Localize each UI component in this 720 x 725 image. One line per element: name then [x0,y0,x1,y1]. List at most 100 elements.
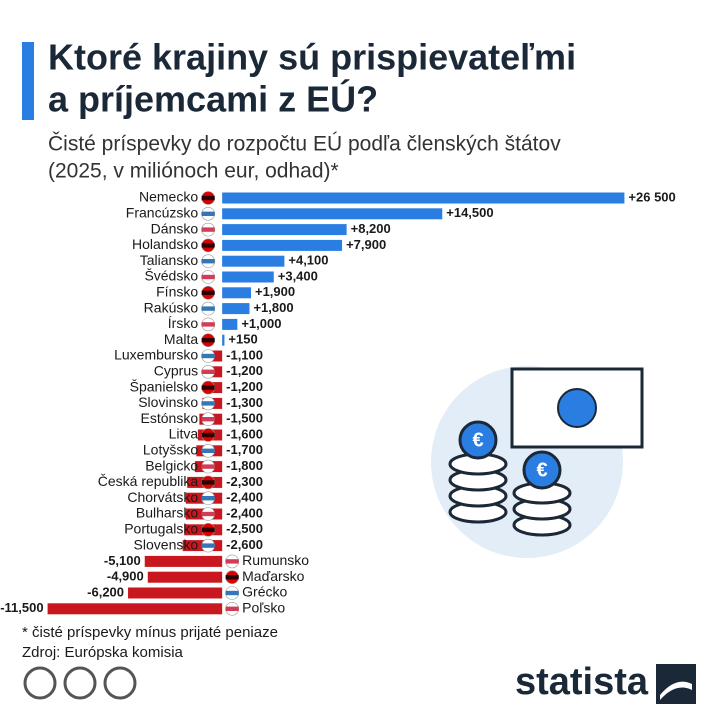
value-label: +150 [228,332,257,347]
bar [144,555,223,567]
flag-stripe [201,195,215,201]
value-label: -1,600 [226,426,263,441]
category-label: Luxembursko [114,347,198,363]
flag-stripe [201,464,215,469]
category-label: Lotyšsko [143,442,198,458]
category-label: Grécko [242,584,287,600]
value-label: +7,900 [346,237,386,252]
category-label: Fínsko [156,284,198,300]
flag-stripe [225,559,239,564]
footnote: * čisté príspevky mínus prijaté peniaze [22,624,278,641]
category-label: Dánsko [151,220,199,236]
flag-stripe [201,496,215,501]
category-label: Malta [164,331,198,347]
flag-stripe [201,211,215,216]
bars: Nemecko +26 500 Francúzsko +14,500 Dánsko +8,… [0,189,676,616]
category-label: Nemecko [139,189,198,205]
coins [448,420,572,537]
value-label: +8,200 [351,221,391,236]
bar [47,603,223,615]
category-label: Belgicko [145,457,198,473]
value-label: -1,500 [226,411,263,426]
flag-stripe [201,338,215,343]
value-label: -1,300 [226,395,263,410]
value-label: +1,000 [241,316,281,331]
brand-logo-mark [660,681,692,700]
category-label: Švédsko [144,268,198,284]
value-label: +4,100 [288,253,328,268]
bar [222,287,251,299]
flag-stripe [201,543,215,548]
category-label: Španielsko [130,378,199,394]
category-label: Írsko [168,315,199,331]
value-label: -1,100 [226,347,263,362]
flag-stripe [201,322,215,327]
category-label: Rumunsko [242,552,309,568]
banknote-circle [557,388,597,428]
source: Zdroj: Európska komisia [22,644,184,661]
value-label: +1,800 [253,300,293,315]
illustration: € € [431,366,644,558]
subtitle-line: Čisté príspevky do rozpočtu EÚ podľa čle… [48,133,561,156]
category-label: Bulharsko [136,505,198,521]
value-label: -1,200 [226,363,263,378]
title-line: a príjemcami z EÚ? [48,78,378,120]
flag-stripe [225,575,239,580]
title-line: Ktoré krajiny sú prispievateľmi [48,37,576,78]
flag-stripe [201,290,215,295]
flag-stripe [201,259,215,264]
bar [222,334,225,346]
brand: statista [515,661,649,703]
value-label: +14,500 [446,205,493,220]
category-label: Holandsko [132,236,198,252]
value-label: -1,200 [226,379,263,394]
title-accent [22,42,34,120]
value-label: -6,200 [87,584,124,599]
value-label: -2,300 [226,474,263,489]
category-label: Taliansko [140,252,199,268]
category-label: Slovensko [134,536,199,552]
subtitle-line: (2025, v miliónoch eur, odhad)* [48,160,339,183]
category-label: Rakúsko [144,299,199,315]
category-label: Cyprus [154,363,198,379]
value-label: -11,500 [0,600,43,615]
flag-stripe [201,432,215,438]
flag-stripe [201,274,215,280]
category-label: Slovinsko [138,394,198,410]
flag-stripe [201,353,215,359]
bar [222,239,343,251]
category-label: Estónsko [141,410,199,426]
value-label: -5,100 [104,553,141,568]
category-label: Maďarsko [242,568,305,584]
bar [222,318,238,330]
flag-stripe [201,527,215,532]
bar [222,192,625,204]
bar [128,587,223,599]
flag-stripe [201,480,215,485]
bar [222,303,250,315]
value-label: -2,400 [226,490,263,505]
value-label: +3,400 [278,268,318,283]
category-label: Česká republika [98,473,199,489]
euro-icon: € [536,459,547,481]
flag-stripe [225,606,239,611]
bar [222,224,347,236]
euro-icon: € [472,429,483,451]
bar [147,571,223,583]
category-label: Francúzsko [126,205,199,221]
value-label: -4,900 [107,569,144,584]
flag-stripe [201,385,215,390]
flag-stripe [201,306,215,311]
category-label: Litva [169,426,199,442]
flag-stripe [201,243,215,248]
value-label: +26 500 [628,189,675,204]
value-label: -2,400 [226,505,263,520]
flag-stripe [225,590,239,596]
value-label: -2,500 [226,521,263,536]
value-label: -1,700 [226,442,263,457]
value-label: +1,900 [255,284,295,299]
value-label: -1,800 [226,458,263,473]
category-label: Poľsko [242,600,285,616]
